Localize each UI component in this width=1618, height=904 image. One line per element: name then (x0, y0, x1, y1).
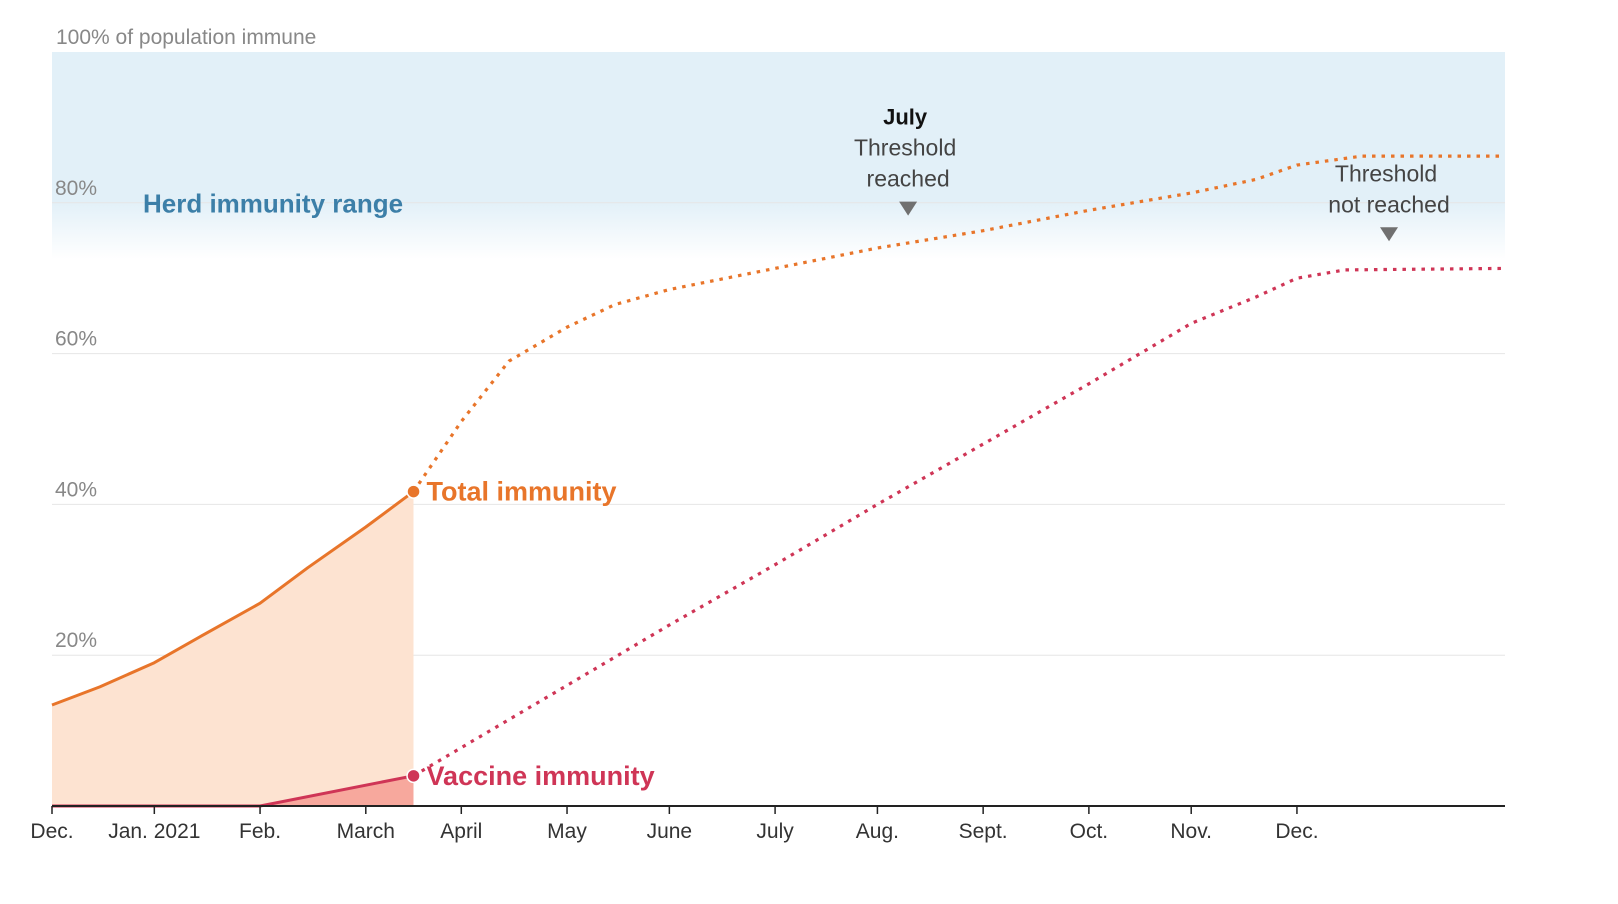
x-tick-label: June (647, 820, 693, 843)
vaccine-immunity-label: Vaccine immunity (427, 761, 655, 791)
vaccine-immunity-area (52, 775, 414, 806)
x-tick-label: May (547, 820, 587, 843)
x-tick-label: Aug. (856, 820, 899, 843)
annotation-july: July Threshold reached (854, 105, 956, 216)
total-immunity-label: Total immunity (427, 477, 617, 507)
herd-immunity-label: Herd immunity range (143, 189, 403, 219)
x-tick-label: July (756, 820, 794, 843)
total-immunity-area (52, 491, 414, 806)
annotation-marker-icon (1380, 227, 1399, 242)
x-tick-label: Feb. (239, 820, 281, 843)
x-tick-label: Oct. (1070, 820, 1109, 843)
annotation-text: reached (867, 166, 950, 192)
y-tick-label: 40% (55, 478, 97, 501)
y-tick-label: 60% (55, 328, 97, 351)
vaccine-immunity-projection (412, 266, 1506, 778)
x-tick-label: March (337, 820, 395, 843)
y-axis-title: 100% of population immune (56, 26, 316, 49)
x-tick-label: Sept. (959, 820, 1008, 843)
annotation-not-reached: Threshold not reached (1328, 160, 1450, 242)
x-tick-label: Nov. (1170, 820, 1212, 843)
total-immunity-endpoint (406, 484, 421, 499)
y-axis-labels: 100% of population immune 20% 40% 60% 80… (55, 26, 316, 652)
x-tick-label: Dec. (1275, 820, 1318, 843)
x-tick-label: April (440, 820, 482, 843)
y-tick-label: 20% (55, 629, 97, 652)
annotation-text: Threshold (1335, 160, 1437, 186)
annotation-text: Threshold (854, 135, 956, 161)
x-axis-ticks: Dec. Jan. 2021 Feb. March April May June July Au… (30, 806, 1319, 843)
herd-immunity-band (52, 52, 1505, 260)
annotation-marker-icon (899, 201, 918, 216)
y-tick-label: 80% (55, 177, 97, 200)
annotation-title: July (883, 105, 928, 130)
vaccine-immunity-endpoint (406, 768, 421, 784)
x-tick-label: Dec. (30, 820, 73, 843)
annotation-text: not reached (1328, 191, 1449, 217)
x-tick-label: Jan. 2021 (108, 820, 200, 843)
gridlines (52, 202, 1505, 656)
total-immunity-line (51, 490, 415, 707)
